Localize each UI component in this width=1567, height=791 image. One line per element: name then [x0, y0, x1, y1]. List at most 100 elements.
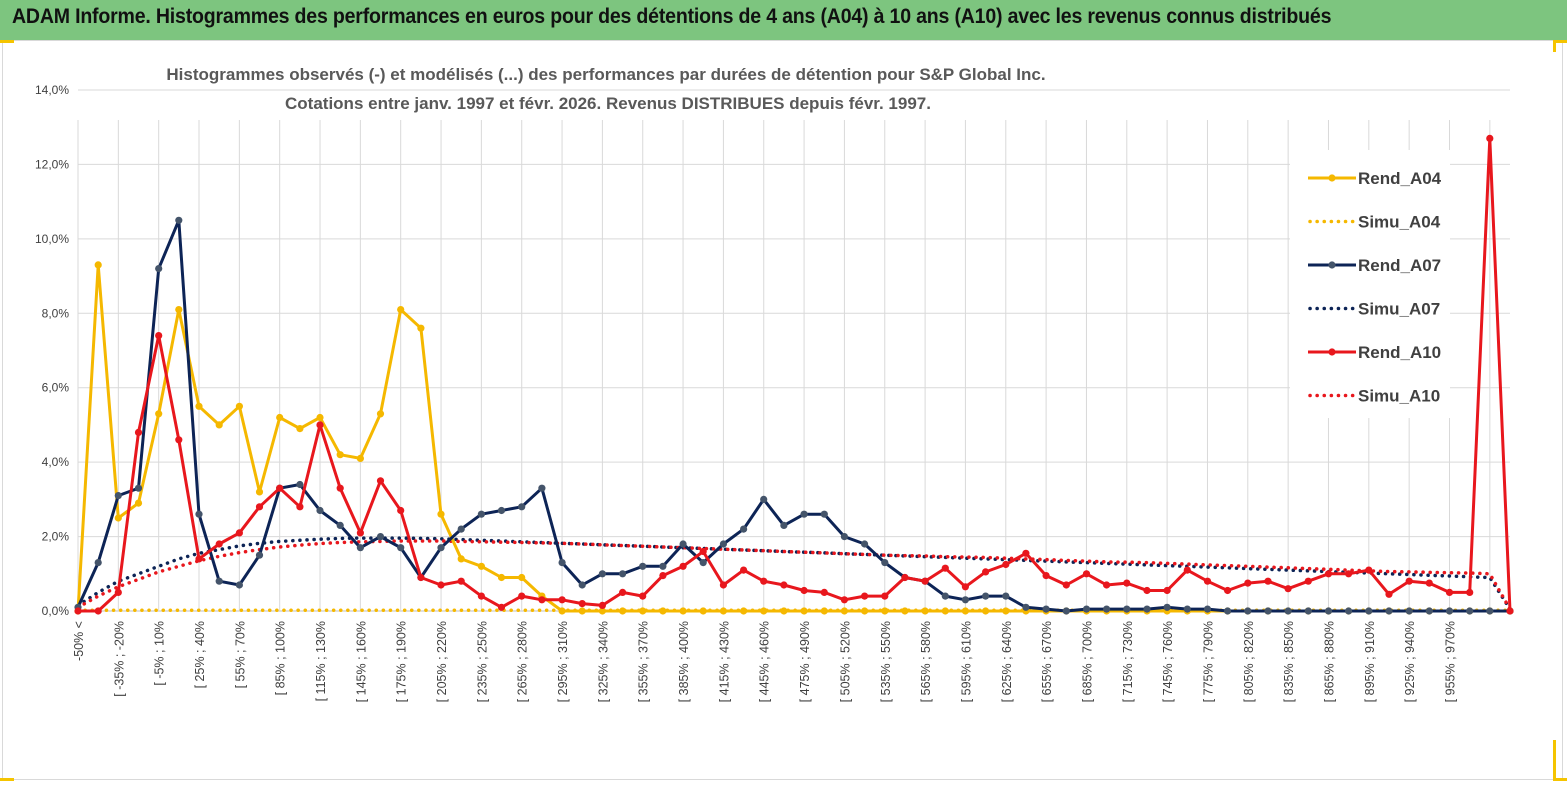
data-point-rend-a07 [457, 525, 465, 533]
data-point-rend-a10 [1123, 579, 1131, 587]
x-tick-label: [ 865% ; 880% [1322, 621, 1336, 702]
data-point-rend-a07 [699, 559, 707, 567]
data-point-rend-a04 [820, 607, 828, 615]
x-tick-label: -50% < [72, 621, 86, 661]
data-point-rend-a07 [1264, 607, 1272, 615]
data-point-rend-a04 [155, 410, 163, 418]
data-point-rend-a10 [457, 577, 465, 585]
x-tick-label: [ 25% ; 40% [193, 621, 207, 688]
data-point-rend-a04 [316, 413, 324, 422]
data-point-rend-a10 [155, 332, 163, 340]
data-point-rend-a07 [255, 551, 264, 559]
data-point-rend-a07 [820, 510, 828, 518]
data-point-rend-a10 [1203, 577, 1212, 585]
data-point-rend-a04 [881, 607, 889, 615]
data-point-rend-a07 [1082, 605, 1091, 613]
data-point-rend-a07 [336, 521, 344, 530]
data-point-rend-a10 [1304, 577, 1312, 585]
data-point-rend-a04 [740, 607, 748, 615]
data-point-rend-a07 [1244, 607, 1252, 615]
y-tick-label: 8,0% [42, 306, 70, 320]
corner-marker-right-bottom [1553, 740, 1556, 780]
data-point-rend-a10 [1224, 586, 1232, 595]
data-point-rend-a07 [1345, 607, 1353, 615]
data-point-rend-a10 [699, 547, 707, 556]
data-point-rend-a04 [619, 607, 627, 615]
data-point-rend-a10 [1345, 570, 1353, 578]
data-point-rend-a07 [94, 559, 102, 567]
data-point-rend-a04 [276, 413, 284, 422]
data-point-rend-a04 [578, 607, 586, 615]
data-point-rend-a04 [921, 607, 929, 615]
x-tick-label: [ 505% ; 520% [838, 621, 852, 702]
data-point-rend-a04 [356, 454, 364, 462]
data-point-rend-a10 [1445, 588, 1454, 597]
data-point-rend-a07 [1466, 607, 1474, 615]
y-tick-label: 6,0% [42, 381, 70, 395]
data-point-rend-a10 [94, 607, 102, 615]
data-point-rend-a04 [417, 324, 425, 332]
y-tick-label: 14,0% [35, 83, 69, 97]
x-tick-label: [ 535% ; 550% [879, 621, 893, 702]
data-point-rend-a07 [639, 562, 647, 570]
x-tick-label: [ 325% ; 340% [596, 621, 610, 702]
y-tick-label: 0,0% [42, 604, 70, 618]
series-line-simu-a07 [76, 536, 1512, 611]
x-tick-label: [ 775% ; 790% [1201, 621, 1215, 702]
data-point-rend-a04 [215, 421, 223, 429]
data-point-rend-a07 [719, 540, 728, 548]
legend-box [1290, 150, 1450, 418]
data-point-rend-a07 [740, 525, 748, 533]
data-point-rend-a04 [1002, 607, 1010, 615]
data-point-rend-a07 [356, 544, 364, 552]
data-point-rend-a07 [1385, 607, 1393, 615]
data-point-rend-a04 [235, 402, 243, 410]
data-point-rend-a07 [1203, 605, 1212, 613]
x-tick-label: [ 685% ; 700% [1080, 621, 1094, 702]
data-point-rend-a10 [195, 555, 203, 563]
data-point-rend-a10 [901, 573, 909, 582]
corner-marker-bottom-right [1553, 778, 1567, 781]
data-point-rend-a10 [780, 581, 788, 589]
data-point-rend-a10 [235, 529, 243, 537]
data-point-rend-a04 [477, 562, 485, 570]
data-point-rend-a07 [619, 570, 627, 578]
data-point-rend-a10 [255, 503, 264, 511]
data-point-rend-a04 [699, 607, 707, 615]
report-banner: ADAM Informe. Histogrammes des performan… [0, 0, 1567, 41]
data-point-rend-a04 [800, 607, 808, 615]
chart-legend: Rend_A04 Simu_A04 Rend_A07 Simu_A07 Rend_A10… [1290, 150, 1450, 418]
data-point-rend-a04 [195, 402, 203, 410]
x-tick-label: [ 565% ; 580% [919, 621, 933, 702]
x-tick-label: [ 475% ; 490% [798, 621, 812, 702]
x-tick-label: [ 895% ; 910% [1363, 621, 1377, 702]
chart-series [74, 134, 1514, 615]
data-point-rend-a10 [1264, 577, 1272, 585]
legend-marker-rend-a10 [1328, 348, 1336, 356]
data-point-rend-a07 [861, 540, 869, 548]
data-point-rend-a10 [1284, 585, 1292, 593]
data-point-rend-a10 [740, 566, 748, 574]
data-point-rend-a10 [881, 592, 889, 600]
data-point-rend-a07 [1425, 607, 1433, 615]
x-tick-label: [ 175% ; 190% [395, 621, 409, 702]
legend-label-rend-a04: Rend_A04 [1358, 169, 1442, 188]
data-point-rend-a07 [1143, 605, 1151, 613]
x-tick-label: [ 745% ; 760% [1161, 621, 1175, 702]
data-point-rend-a10 [114, 588, 122, 597]
data-point-rend-a10 [921, 577, 929, 585]
data-point-rend-a07 [1183, 605, 1191, 613]
chart-title-line1: Histogrammes observés (-) et modélisés (… [166, 65, 1045, 84]
data-point-rend-a04 [376, 410, 385, 418]
data-point-rend-a10 [215, 540, 223, 548]
data-point-rend-a07 [598, 570, 607, 578]
x-tick-label: [ 805% ; 820% [1242, 621, 1256, 702]
data-point-rend-a07 [155, 265, 163, 273]
data-point-rend-a04 [175, 306, 183, 314]
data-point-rend-a07 [1445, 607, 1454, 615]
data-point-rend-a07 [679, 540, 687, 548]
data-point-rend-a10 [1143, 586, 1151, 595]
data-point-rend-a07 [800, 510, 808, 518]
data-point-rend-a10 [719, 581, 728, 589]
